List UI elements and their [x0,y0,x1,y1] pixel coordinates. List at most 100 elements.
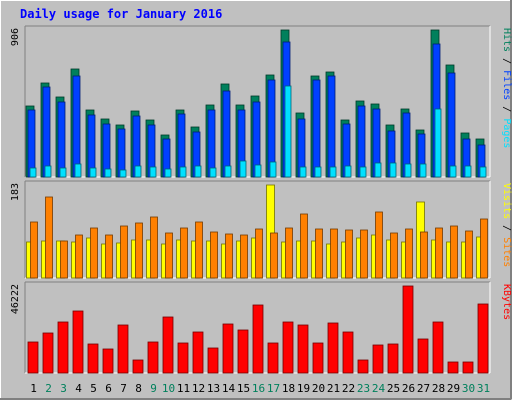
x-tick-label: 27 [417,382,430,395]
sites-bar [105,234,113,279]
kbytes-bar [72,310,84,374]
kbytes-bar [267,342,279,374]
hits-legend: Hits / Files / Pages [501,28,512,148]
pages-bar [314,166,322,178]
legend-entry-visits: Visits [501,183,512,219]
sites-bar [30,221,38,279]
kbytes-bar [27,341,39,374]
kbytes-bar [282,321,294,374]
files-bar [447,72,456,178]
pages-bar [119,169,127,178]
legend-entry-pages: Pages [501,118,512,148]
x-tick-label: 12 [192,382,205,395]
kbytes-bar [57,321,69,374]
sites-bar [75,234,83,279]
pages-bar [164,168,172,178]
legend-entry-files: Files [501,70,512,100]
sites-bar [150,216,158,279]
kbytes-bar [477,303,489,374]
visits-legend: Visits / Sites [501,183,512,267]
sites-bar [330,228,338,279]
sites-bar [390,232,398,279]
pages-bar [374,162,382,178]
files-bar [312,79,321,178]
sites-bar [255,228,263,279]
hits-panel: 906 Hits / Files / Pages [10,25,512,178]
pages-bar [179,166,187,178]
x-tick-label: 26 [402,382,415,395]
kbytes-bar [162,316,174,374]
sites-bar [435,227,443,279]
sites-bar [225,233,233,279]
hits-ymax-label: 906 [10,28,21,46]
legend-separator: / [501,52,512,70]
kbytes-bar [192,331,204,374]
sites-bar [360,229,368,279]
kbytes-bar [447,361,459,374]
pages-bar [254,164,262,178]
x-tick-label: 6 [105,382,112,395]
x-tick-label: 7 [120,382,127,395]
pages-bar [149,166,157,178]
x-axis-day-labels: 1 2 3 4 5 6 7 8 9 10 11 12 13 14 15 16 17 18 19 20 21 22 23 24 2… [30,382,490,395]
kbytes-bar [222,323,234,374]
x-tick-label: 21 [327,382,340,395]
sites-bar [60,240,68,279]
x-tick-label: 19 [297,382,310,395]
legend-entry-hits: Hits [501,28,512,52]
x-tick-label: 20 [312,382,325,395]
pages-bar [344,165,352,178]
pages-bar [209,167,217,178]
sites-bar [90,227,98,279]
kbytes-bar [387,343,399,374]
x-tick-label: 13 [207,382,220,395]
pages-bar [389,162,397,178]
sites-bar [120,225,128,279]
sites-bar [465,230,473,279]
kbytes-panel: 46222 KBytes [10,281,512,374]
sites-bar [450,225,458,279]
x-tick-label: 10 [162,382,175,395]
sites-bar [420,231,428,279]
sites-bar [375,211,383,279]
sites-bar [135,222,143,279]
x-tick-label: 1 [30,382,37,395]
sites-bar [165,232,173,279]
pages-bar [404,163,412,178]
pages-bar [464,165,472,178]
pages-bar [359,166,367,178]
pages-bar [269,161,277,178]
kbytes-bar [147,341,159,374]
kbytes-bar [207,347,219,374]
kbytes-bar [432,321,444,374]
x-tick-label: 2 [45,382,52,395]
svg-text:Visits / Sites: Visits / Sites [501,183,512,267]
x-tick-label: 9 [150,382,157,395]
files-bar [222,90,231,178]
pages-bar [239,160,247,178]
legend-separator: / [501,100,512,118]
kbytes-bar [252,304,264,374]
sites-bar [195,221,203,279]
pages-bar [224,165,232,178]
pages-bar [329,166,337,178]
sites-bar [45,196,53,279]
x-tick-label: 28 [432,382,445,395]
pages-bar [419,163,427,178]
pages-bar [449,165,457,178]
kbytes-bar [327,322,339,374]
kbytes-bar [237,329,249,374]
pages-bar [89,167,97,178]
kbytes-bar [372,344,384,374]
visits-ymax-label: 183 [10,183,21,201]
pages-bar [74,163,82,178]
sites-bar [300,213,308,279]
sites-bar [285,227,293,279]
x-tick-label: 24 [372,382,386,395]
kbytes-bar [117,324,129,374]
kbytes-bar [42,332,54,374]
legend-separator: / [501,219,512,237]
pages-bar [104,168,112,178]
x-tick-label: 23 [357,382,370,395]
pages-bar [434,108,442,178]
